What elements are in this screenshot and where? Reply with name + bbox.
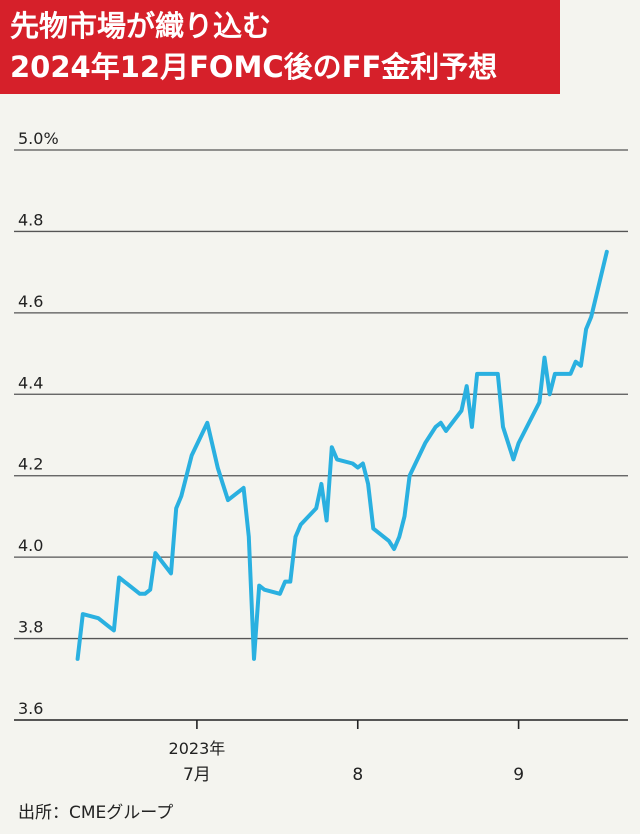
y-tick-label: 4.0: [18, 536, 43, 555]
y-tick-label: 3.8: [18, 618, 43, 637]
x-tick-label: 9: [513, 765, 524, 785]
y-tick-label: 4.4: [18, 373, 43, 392]
chart-title-box: 先物市場が織り込む 2024年12月FOMC後のFF金利予想: [0, 0, 560, 94]
y-tick-label: 4.6: [18, 292, 43, 311]
x-tick-label: 8: [352, 765, 363, 785]
series-line: [75, 249, 609, 661]
source-note: 出所：CMEグループ: [18, 803, 174, 823]
chart-title-line2: 2024年12月FOMC後のFF金利予想: [10, 50, 498, 84]
y-tick-label: 5.0%: [18, 129, 59, 148]
y-tick-label: 4.2: [18, 455, 43, 474]
x-year-label: 2023年: [169, 739, 226, 758]
y-tick-label: 3.6: [18, 699, 43, 718]
x-tick-label: 7月: [183, 765, 211, 785]
chart-title-line1: 先物市場が織り込む: [10, 9, 272, 43]
y-tick-label: 4.8: [18, 210, 43, 229]
